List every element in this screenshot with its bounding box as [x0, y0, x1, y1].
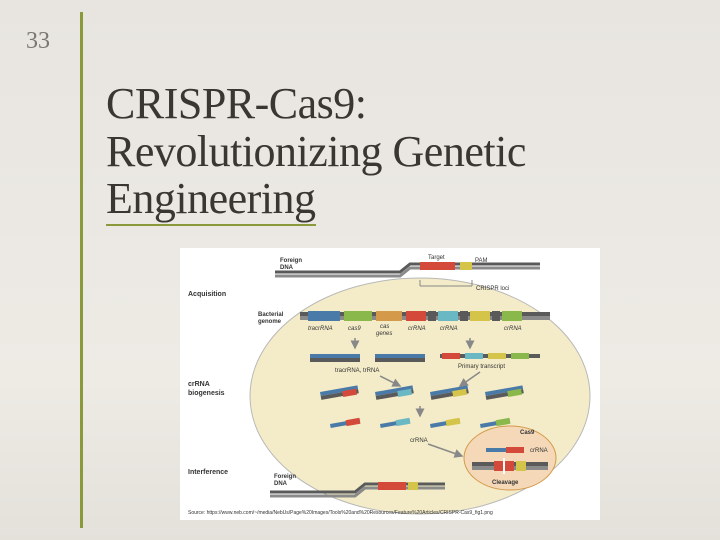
label-crRNA-2: crRNA — [440, 326, 458, 332]
label-crRNA-1: crRNA — [408, 326, 426, 332]
accent-bar — [80, 12, 83, 528]
title-line-3: Engineering — [106, 175, 316, 226]
bacterial-genome-strand — [300, 311, 550, 321]
label-cleavage: Cleavage — [492, 480, 519, 486]
slide-title: CRISPR-Cas9: Revolutionizing Genetic Eng… — [106, 80, 686, 226]
label-foreign-dna-bottom: ForeignDNA — [274, 474, 296, 487]
label-tracrRNA-trRNA: tracrRNA, trRNA — [335, 368, 379, 374]
source-text: Source: https://www.neb.com/~/media/NebU… — [188, 510, 493, 516]
label-cas9-gene: cas9 — [348, 326, 361, 332]
label-tracrRNA-gene: tracrRNA — [308, 326, 333, 332]
primary-transcript — [440, 353, 540, 359]
label-interference: Interference — [188, 469, 228, 476]
label-primary-transcript: Primary transcript — [458, 364, 505, 370]
label-crRNA-right: crRNA — [530, 448, 548, 454]
label-biogenesis: crRNAbiogenesis — [188, 381, 225, 397]
label-foreign-dna: ForeignDNA — [280, 258, 302, 271]
label-bacterial-genome: Bacterialgenome — [258, 312, 284, 325]
title-line-2: Revolutionizing Genetic — [106, 127, 526, 176]
foreign-dna-top — [275, 262, 540, 276]
title-line-1: CRISPR-Cas9: — [106, 79, 367, 128]
slide-number: 33 — [26, 28, 50, 55]
crispr-svg: Acquisition ForeignDNA Target PAM CRISPR… — [180, 248, 600, 520]
label-cas9-protein: Cas9 — [520, 430, 535, 436]
label-pam: PAM — [475, 258, 488, 264]
crispr-diagram: Acquisition ForeignDNA Target PAM CRISPR… — [180, 248, 600, 520]
label-crRNA-3: crRNA — [504, 326, 522, 332]
label-acquisition: Acquisition — [188, 291, 226, 298]
label-crRNA-mid: crRNA — [410, 438, 428, 444]
label-target: Target — [428, 255, 445, 261]
label-crispr-loci: CRISPR loci — [476, 286, 509, 292]
